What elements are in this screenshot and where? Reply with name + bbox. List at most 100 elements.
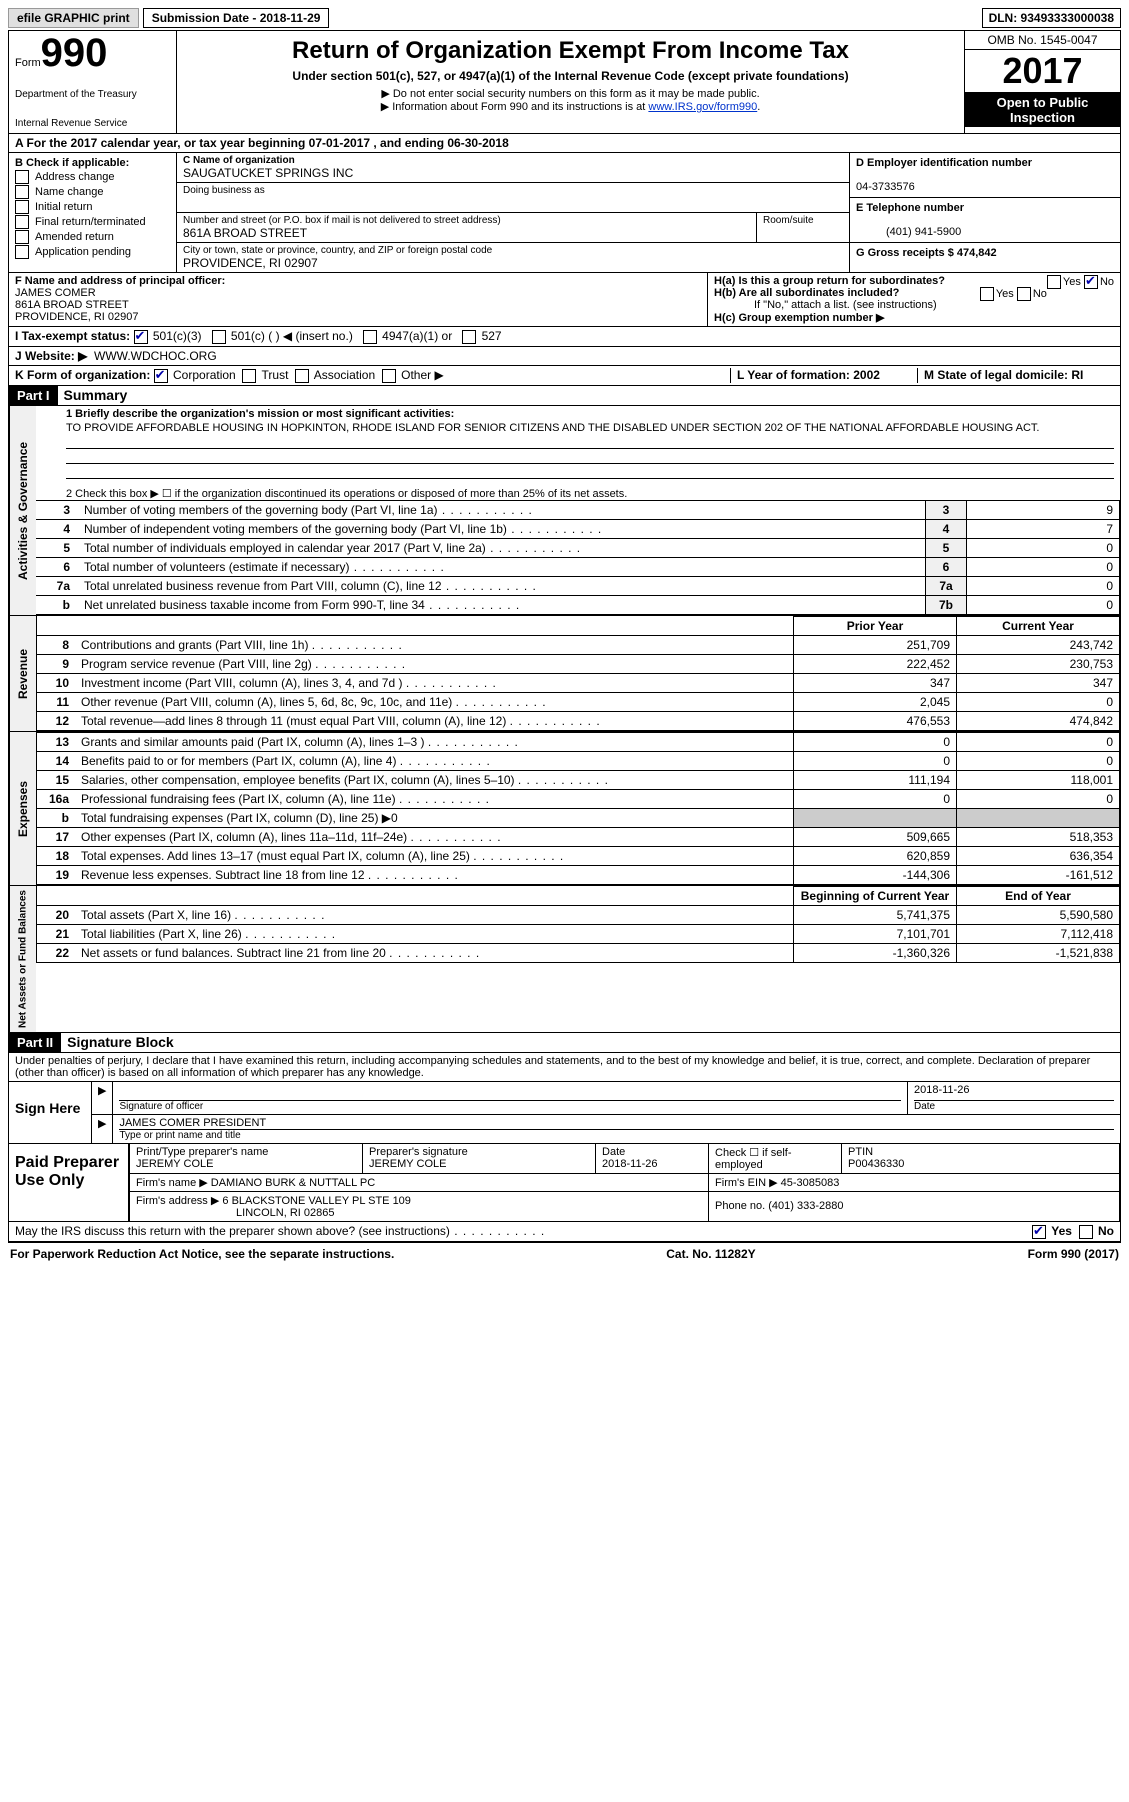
form-id-block: Form990 Department of the Treasury Inter… [9,31,177,133]
sig-officer-label: Signature of officer [119,1101,901,1112]
row-a-tax-year: A For the 2017 calendar year, or tax yea… [9,134,1120,153]
firm-name: Firm's name ▶ DAMIANO BURK & NUTTALL PC [130,1173,709,1191]
part2-title: Signature Block [61,1034,174,1050]
check-name-change[interactable] [15,185,29,199]
check-final-return[interactable] [15,215,29,229]
city-block: City or town, state or province, country… [177,243,849,272]
gross-receipts: G Gross receipts $ 474,842 [850,243,1120,263]
vert-governance: Activities & Governance [9,406,36,615]
table-row: 21Total liabilities (Part X, line 26) 7,… [37,924,1120,943]
section-b-checks: B Check if applicable: Address change Na… [9,153,177,272]
tax-exempt-status: I Tax-exempt status: 501(c)(3) 501(c) ( … [9,327,1120,347]
table-row: 5Total number of individuals employed in… [36,538,1120,557]
footer-left: For Paperwork Reduction Act Notice, see … [10,1247,394,1261]
tax-year: 2017 [965,50,1120,93]
efile-print-button[interactable]: efile GRAPHIC print [8,8,139,28]
ein-block: D Employer identification number 04-3733… [850,153,1120,198]
check-initial-return[interactable] [15,200,29,214]
form-title-block: Return of Organization Exempt From Incom… [177,31,964,133]
phone-block: E Telephone number (401) 941-5900 [850,198,1120,243]
open-to-public: Open to PublicInspection [965,93,1120,127]
table-row: 8Contributions and grants (Part VIII, li… [37,635,1120,654]
sig-date: 2018-11-26 [914,1084,1114,1101]
mission-text: TO PROVIDE AFFORDABLE HOUSING IN HOPKINT… [36,420,1120,434]
table-row: 16aProfessional fundraising fees (Part I… [37,789,1120,808]
prep-name: Print/Type preparer's nameJEREMY COLE [130,1144,363,1174]
principal-officer: F Name and address of principal officer:… [9,273,708,326]
table-row: 18Total expenses. Add lines 13–17 (must … [37,846,1120,865]
hb-no[interactable] [1017,287,1031,301]
table-row: 7aTotal unrelated business revenue from … [36,576,1120,595]
table-row: 17Other expenses (Part IX, column (A), l… [37,827,1120,846]
table-row: 22Net assets or fund balances. Subtract … [37,943,1120,962]
table-row: bTotal fundraising expenses (Part IX, co… [37,808,1120,827]
check-amended[interactable] [15,230,29,244]
dln: DLN: 93493333000038 [982,8,1121,28]
check-corporation[interactable] [154,369,168,383]
dba-block: Doing business as [177,183,849,213]
room-suite: Room/suite [756,213,849,242]
form-of-org-row: K Form of organization: Corporation Trus… [9,366,1120,386]
table-row: 15Salaries, other compensation, employee… [37,770,1120,789]
check-other[interactable] [382,369,396,383]
prep-date: Date2018-11-26 [596,1144,709,1174]
ha-yes[interactable] [1047,275,1061,289]
hb-yes[interactable] [980,287,994,301]
prep-selfemp: Check ☐ if self-employed [709,1144,842,1174]
arrow-icon: ▶ [92,1115,113,1143]
prep-sig: Preparer's signatureJEREMY COLE [363,1144,596,1174]
table-row: 12Total revenue—add lines 8 through 11 (… [37,711,1120,730]
check-4947[interactable] [363,330,377,344]
table-row: 9Program service revenue (Part VIII, lin… [37,654,1120,673]
page-title: Return of Organization Exempt From Incom… [185,37,956,65]
submission-date: Submission Date - 2018-11-29 [143,8,330,28]
part2-header: Part II [9,1033,61,1052]
street-block: Number and street (or P.O. box if mail i… [177,213,756,242]
website-row: J Website: ▶ WWW.WDCHOC.ORG [9,347,1120,366]
firm-ein: Firm's EIN ▶ 45-3085083 [709,1173,1120,1191]
group-return-block: H(a) Is this a group return for subordin… [708,273,1120,326]
table-row: 13Grants and similar amounts paid (Part … [37,732,1120,751]
sig-name-label: Type or print name and title [119,1130,1114,1141]
vert-expenses: Expenses [9,732,36,885]
check-address-change[interactable] [15,170,29,184]
part1-header: Part I [9,386,58,405]
col-prior-year: Prior Year [794,616,957,635]
table-row: 3Number of voting members of the governi… [36,500,1120,519]
table-row: 6Total number of volunteers (estimate if… [36,557,1120,576]
discuss-yes[interactable] [1032,1225,1046,1239]
vert-netassets: Net Assets or Fund Balances [9,886,36,1032]
check-527[interactable] [462,330,476,344]
col-current-year: Current Year [957,616,1120,635]
firm-address: Firm's address ▶ 6 BLACKSTONE VALLEY PL … [130,1191,709,1221]
arrow-icon: ▶ [92,1082,113,1114]
sig-date-label: Date [914,1101,1114,1112]
mission-label: 1 Briefly describe the organization's mi… [36,406,1120,420]
table-row: 4Number of independent voting members of… [36,519,1120,538]
discuss-no[interactable] [1079,1225,1093,1239]
vert-revenue: Revenue [9,616,36,731]
table-row: 20Total assets (Part X, line 16) 5,741,3… [37,905,1120,924]
check-application-pending[interactable] [15,245,29,259]
penalties-text: Under penalties of perjury, I declare th… [9,1053,1120,1082]
check-association[interactable] [295,369,309,383]
irs-link[interactable]: www.IRS.gov/form990 [648,101,757,113]
check-trust[interactable] [242,369,256,383]
table-row: 11Other revenue (Part VIII, column (A), … [37,692,1120,711]
check-501c[interactable] [212,330,226,344]
paid-preparer-label: Paid Preparer Use Only [9,1144,129,1221]
firm-phone: Phone no. (401) 333-2880 [709,1191,1120,1221]
col-eoy: End of Year [957,886,1120,905]
part1-title: Summary [58,387,128,403]
prep-ptin: PTINP00436330 [842,1144,1120,1174]
footer-center: Cat. No. 11282Y [666,1247,755,1261]
col-boy: Beginning of Current Year [794,886,957,905]
org-name-block: C Name of organization SAUGATUCKET SPRIN… [177,153,849,183]
table-row: 10Investment income (Part VIII, column (… [37,673,1120,692]
ha-no[interactable] [1084,275,1098,289]
sign-here-label: Sign Here [9,1082,92,1143]
discuss-row: May the IRS discuss this return with the… [9,1222,1120,1242]
check-501c3[interactable] [134,330,148,344]
table-row: 19Revenue less expenses. Subtract line 1… [37,865,1120,884]
table-row: bNet unrelated business taxable income f… [36,595,1120,614]
